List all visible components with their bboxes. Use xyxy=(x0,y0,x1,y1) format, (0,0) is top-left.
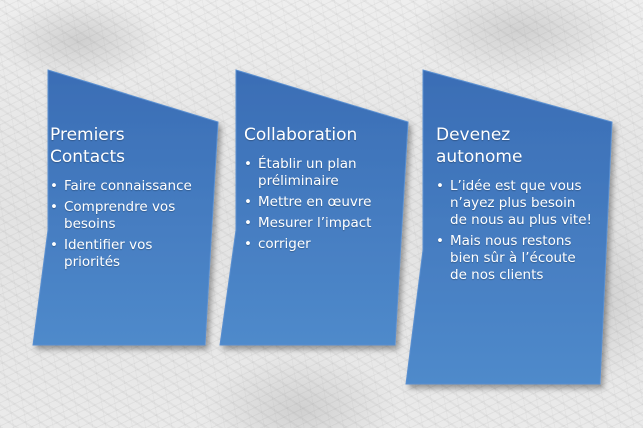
block-collaboration: Collaboration • Établir un plan prélimina… xyxy=(244,124,399,257)
block-shape-3 xyxy=(405,69,613,385)
list-item: • Mais nous restons bien sûr à l’écoute d… xyxy=(436,233,576,283)
block-title: Collaboration xyxy=(244,125,358,145)
bullet-dot-icon: • xyxy=(436,178,444,194)
block-premiers-contacts: Premiers Contacts • Faire connaissance • C… xyxy=(50,124,200,275)
list-item: • L’idée est que vous n’ayez plus besoin … xyxy=(436,178,592,228)
bullet-dot-icon: • xyxy=(244,156,252,172)
list-item: • Faire connaissance xyxy=(50,178,192,194)
bullet-list: • L’idée est que vous n’ayez plus besoin … xyxy=(436,178,596,284)
bullet-dot-icon: • xyxy=(244,194,252,210)
bullet-list: • Établir un plan préliminaire • Mettre en… xyxy=(244,156,399,253)
bullet-dot-icon: • xyxy=(244,215,252,231)
bullet-dot-icon: • xyxy=(436,233,444,249)
block-title: Devenez autonome xyxy=(436,125,523,167)
list-item: • Identifier vos priorités xyxy=(50,237,153,270)
block-shape-1 xyxy=(32,69,219,346)
bullet-dot-icon: • xyxy=(50,199,58,215)
bullet-dot-icon: • xyxy=(50,178,58,194)
list-item: • Comprendre vos besoins xyxy=(50,199,176,232)
bullet-dot-icon: • xyxy=(244,236,252,252)
bullet-list: • Faire connaissance • Comprendre vos beso… xyxy=(50,178,200,271)
list-item: • corriger xyxy=(244,236,311,252)
list-item: • Mettre en œuvre xyxy=(244,194,372,210)
list-item: • Mesurer l’impact xyxy=(244,215,372,231)
block-title: Premiers Contacts xyxy=(50,125,125,167)
list-item: • Établir un plan préliminaire xyxy=(244,156,357,189)
block-devenez-autonome: Devenez autonome • L’idée est que vous n’… xyxy=(436,124,596,288)
bullet-dot-icon: • xyxy=(50,237,58,253)
block-shape-2 xyxy=(219,69,409,346)
